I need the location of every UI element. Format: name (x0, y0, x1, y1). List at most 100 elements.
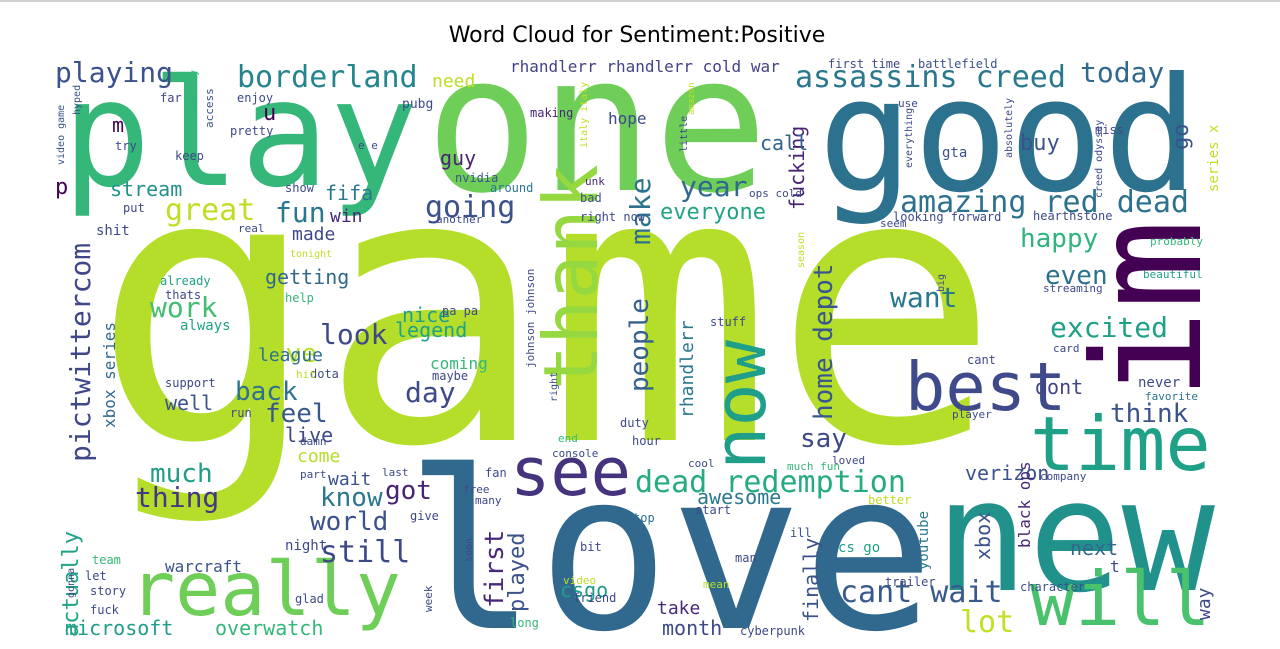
word: fucking (785, 126, 809, 210)
word: far (160, 91, 182, 105)
word: actually (59, 531, 84, 637)
word: wait (328, 469, 371, 490)
word: next (1070, 536, 1118, 560)
word: m (112, 113, 124, 137)
word: enjoy (237, 91, 273, 105)
word: im (1062, 219, 1236, 400)
word: part (300, 468, 327, 481)
word: now (698, 339, 782, 470)
word: always (180, 318, 231, 334)
word: make (624, 178, 657, 245)
word: looking forward (893, 210, 1001, 224)
word: legend (395, 318, 467, 342)
word: need (432, 71, 475, 92)
word: day (405, 376, 456, 409)
word: rhandlerr (677, 320, 698, 418)
word: want (890, 281, 957, 314)
word: assassins creed (795, 60, 1066, 95)
word: company (1040, 470, 1087, 483)
word: amazing red dead (900, 185, 1189, 220)
word: awesome (697, 485, 781, 509)
word: live (285, 423, 333, 447)
word: right (549, 372, 560, 402)
word: even (1045, 261, 1108, 291)
word: end (558, 432, 578, 445)
word: play (62, 48, 418, 220)
word: making (530, 106, 573, 120)
word: made (292, 224, 335, 245)
word: top (633, 511, 655, 525)
word: pubg (402, 97, 433, 112)
word: played (505, 533, 530, 612)
word: best (905, 348, 1066, 426)
word: many (475, 494, 502, 507)
word: cs go (838, 540, 880, 556)
word: hearthstone (1033, 209, 1112, 223)
word: guy (440, 146, 476, 170)
word: go (1169, 124, 1194, 151)
word: start (695, 503, 731, 517)
word: battlefield (918, 57, 997, 71)
word: one (425, 14, 768, 235)
word: streaming (1043, 282, 1103, 295)
word: miss (1095, 123, 1124, 137)
word: trailer (885, 575, 936, 589)
word: week (422, 585, 435, 612)
word: overwatch (215, 616, 323, 640)
word: long (510, 616, 539, 630)
word: borderland (237, 60, 418, 95)
word: p (55, 175, 68, 200)
word: right now (580, 210, 646, 224)
word: gta (942, 145, 967, 161)
word: finally (799, 538, 823, 622)
word: team (92, 553, 121, 567)
word: take (657, 598, 700, 619)
word: year (680, 170, 747, 203)
word: hour (632, 434, 661, 448)
word: unk (585, 175, 605, 188)
word: come (297, 446, 340, 467)
word: way (1194, 587, 1215, 620)
word: never (1138, 375, 1180, 391)
word: will (1030, 555, 1211, 643)
word: going (425, 190, 515, 225)
word: glad (295, 592, 324, 606)
word: last (382, 466, 409, 479)
word: xbox series (100, 322, 119, 428)
word: today (1080, 56, 1164, 89)
word: run (230, 406, 252, 420)
word: soon (464, 538, 475, 562)
word: thing (135, 481, 219, 514)
word: pretty (230, 124, 273, 138)
word: verizon (965, 461, 1049, 485)
word: help (285, 291, 314, 305)
word: u (263, 101, 276, 126)
word: back (235, 377, 298, 407)
word: fan (485, 466, 507, 480)
word: world (310, 507, 388, 537)
word: microsoft (65, 616, 173, 640)
word: thats (165, 288, 201, 302)
word: literally (189, 70, 200, 124)
word: everyone (660, 200, 766, 225)
word: rhandlerr rhandlerr cold war (510, 57, 780, 76)
word: youtube (916, 511, 932, 570)
word: story (90, 584, 126, 598)
word: loved (832, 454, 865, 467)
word: ive (270, 339, 317, 369)
word: game (92, 90, 1000, 529)
word: amazon (687, 82, 697, 115)
word: use (898, 97, 918, 110)
word: friend (573, 591, 616, 605)
word: good (818, 44, 1199, 228)
word: ill (790, 526, 812, 540)
word: show (285, 181, 315, 195)
word: already (160, 274, 211, 288)
word: ops cold (749, 187, 802, 200)
word: video (563, 574, 596, 587)
word: dota (310, 367, 339, 381)
word: got (385, 476, 432, 506)
word: fuck (90, 603, 120, 617)
